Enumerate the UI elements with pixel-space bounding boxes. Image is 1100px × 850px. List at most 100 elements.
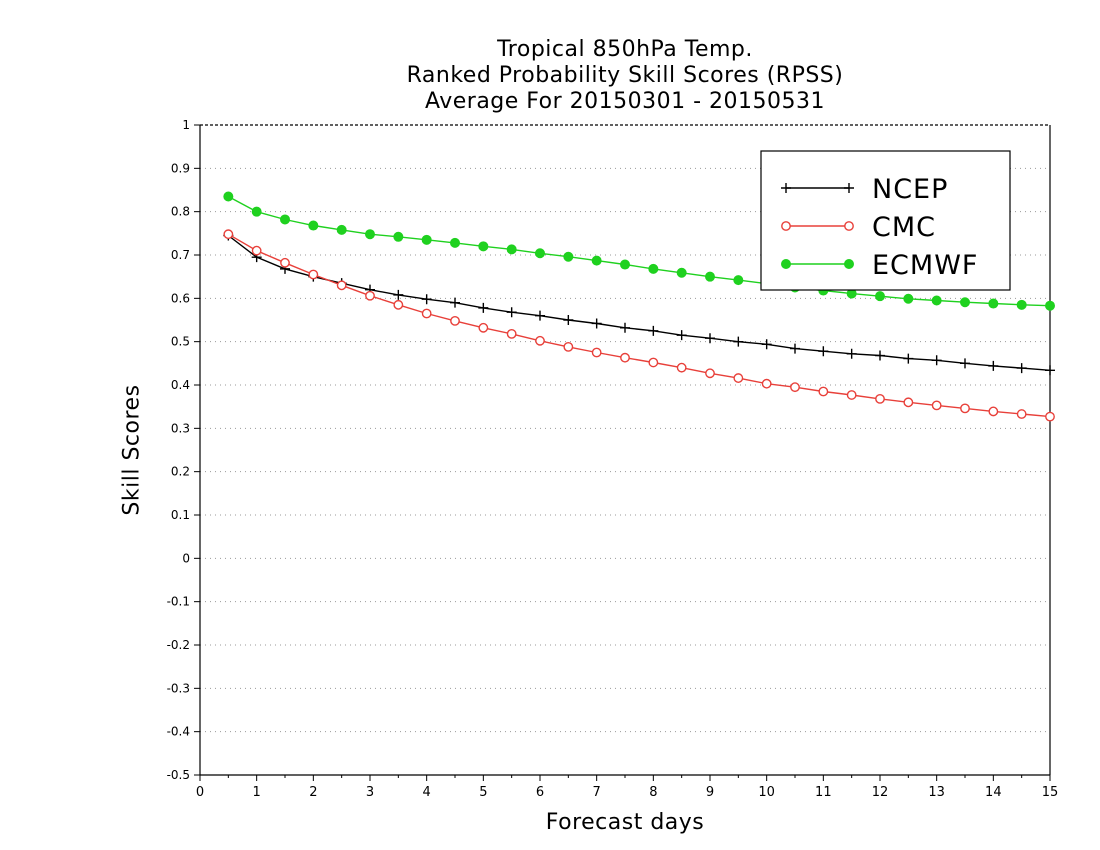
- legend-marker-ncep: [781, 183, 791, 193]
- data-point-ncep: [620, 322, 630, 333]
- data-point-ncep: [676, 330, 687, 341]
- data-point-ecmwf: [393, 231, 404, 242]
- legend-label-ecmwf: ECMWF: [872, 250, 978, 281]
- x-tick-label: 13: [928, 785, 945, 800]
- data-point-cmc: [988, 406, 999, 417]
- x-tick-label: 6: [536, 785, 544, 800]
- data-point-ncep: [875, 350, 885, 361]
- data-point-cmc: [676, 362, 687, 373]
- data-point-cmc: [421, 308, 432, 319]
- data-point-cmc: [761, 378, 772, 389]
- data-point-ecmwf: [988, 298, 999, 309]
- y-tick-label: -0.1: [167, 595, 190, 609]
- y-tick-label: 0.8: [171, 205, 190, 219]
- x-tick-label: 14: [985, 785, 1002, 800]
- data-point-ncep: [960, 358, 970, 369]
- y-tick-label: -0.2: [167, 638, 190, 652]
- data-point-ecmwf: [308, 220, 319, 231]
- data-point-cmc: [1016, 409, 1027, 419]
- y-tick-label: -0.3: [167, 681, 190, 695]
- legend-marker-cmc: [781, 221, 791, 231]
- data-point-ncep: [591, 318, 602, 329]
- data-point-ncep: [846, 348, 857, 359]
- x-tick-label: 7: [593, 785, 601, 800]
- data-point-ncep: [931, 355, 942, 366]
- y-tick-label: 0: [182, 551, 190, 565]
- data-point-ecmwf: [733, 275, 744, 286]
- data-point-ncep: [648, 325, 659, 336]
- data-point-ecmwf: [960, 297, 970, 308]
- data-point-ncep: [421, 294, 432, 305]
- data-point-ecmwf: [676, 267, 687, 278]
- data-point-ecmwf: [1045, 300, 1055, 311]
- data-point-ncep: [506, 307, 517, 318]
- data-point-ecmwf: [506, 244, 517, 255]
- data-point-cmc: [1045, 411, 1055, 422]
- data-point-cmc: [365, 290, 375, 301]
- x-tick-label: 4: [423, 785, 431, 800]
- y-tick-label: 0.4: [171, 378, 190, 392]
- x-tick-label: 15: [1042, 785, 1059, 800]
- data-point-ecmwf: [1016, 299, 1027, 310]
- y-tick-label: 0.1: [171, 508, 190, 522]
- y-axis-label: Skill Scores: [119, 384, 145, 516]
- legend-marker-ecmwf: [781, 259, 791, 269]
- y-tick-label: 0.3: [171, 421, 190, 435]
- data-point-cmc: [931, 400, 942, 411]
- data-point-cmc: [846, 390, 857, 400]
- y-tick-label: 0.5: [171, 335, 190, 349]
- data-point-ncep: [733, 336, 744, 347]
- data-point-cmc: [336, 280, 347, 291]
- data-point-ecmwf: [563, 251, 574, 262]
- data-point-ecmwf: [251, 206, 262, 217]
- data-point-ecmwf: [478, 241, 489, 252]
- x-tick-label: 12: [872, 785, 889, 800]
- y-tick-label: -0.4: [167, 725, 190, 739]
- data-point-ecmwf: [931, 295, 942, 306]
- chart-title-line-2: Ranked Probability Skill Scores (RPSS): [406, 63, 844, 88]
- data-point-cmc: [251, 245, 262, 256]
- y-tick-label: 1: [182, 118, 190, 132]
- data-point-cmc: [818, 386, 829, 397]
- x-tick-label: 11: [815, 785, 832, 800]
- data-point-ncep: [818, 346, 829, 357]
- x-tick-label: 8: [649, 785, 657, 800]
- data-point-ncep: [563, 315, 574, 325]
- data-point-ncep: [535, 310, 545, 321]
- data-point-cmc: [733, 373, 744, 383]
- data-point-ecmwf: [336, 224, 347, 235]
- data-point-cmc: [903, 397, 914, 408]
- legend-label-cmc: CMC: [872, 212, 936, 243]
- data-point-ncep: [393, 289, 404, 300]
- data-point-ncep: [478, 302, 489, 313]
- data-point-ecmwf: [903, 293, 914, 304]
- data-point-ecmwf: [620, 259, 630, 270]
- data-point-cmc: [535, 335, 545, 346]
- data-point-cmc: [223, 229, 234, 240]
- y-tick-label: -0.5: [167, 768, 190, 782]
- data-point-ecmwf: [365, 229, 375, 240]
- y-tick-label: 0.2: [171, 465, 190, 479]
- data-point-ecmwf: [591, 255, 602, 266]
- data-point-cmc: [478, 322, 489, 333]
- x-tick-label: 5: [479, 785, 487, 800]
- legend-marker-ecmwf: [844, 259, 854, 269]
- data-point-cmc: [506, 328, 517, 339]
- x-tick-label: 3: [366, 785, 374, 800]
- data-point-ecmwf: [535, 248, 545, 259]
- data-point-ecmwf: [705, 271, 715, 282]
- x-tick-label: 2: [309, 785, 317, 800]
- data-point-ecmwf: [280, 214, 290, 225]
- data-point-ecmwf: [421, 234, 432, 245]
- data-point-ecmwf: [450, 237, 460, 248]
- data-point-cmc: [308, 269, 319, 280]
- data-point-ncep: [450, 297, 460, 308]
- x-axis-label: Forecast days: [545, 810, 705, 835]
- legend-marker-cmc: [844, 221, 854, 231]
- data-point-ncep: [705, 333, 715, 344]
- chart-title-line-1: Tropical 850hPa Temp.: [497, 37, 753, 62]
- data-point-cmc: [790, 382, 800, 393]
- data-point-ncep: [1045, 365, 1055, 376]
